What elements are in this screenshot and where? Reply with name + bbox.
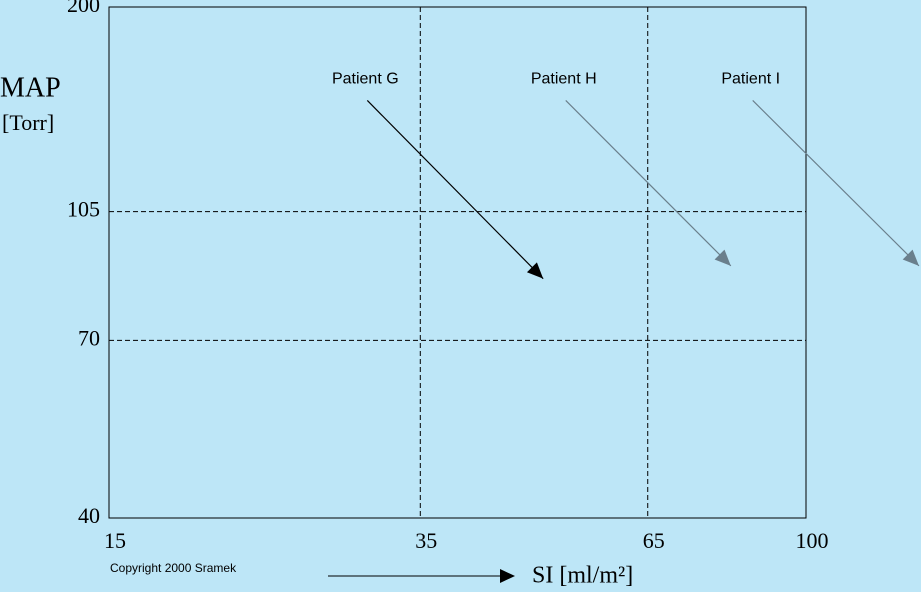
- arrowhead: [526, 262, 544, 279]
- x-tick-label: 15: [104, 528, 126, 553]
- y-axis-label: MAP: [0, 72, 61, 103]
- y-axis-unit: [Torr]: [2, 110, 54, 135]
- y-tick-label: 40: [78, 503, 100, 528]
- x-tick-label: 35: [415, 528, 437, 553]
- x-tick-label: 65: [643, 528, 665, 553]
- patient-arrow: [366, 100, 544, 280]
- x-axis-label: SI [ml/m²]: [532, 563, 633, 589]
- axis-arrowhead: [500, 569, 515, 583]
- patient-arrow: [565, 100, 732, 267]
- patient-arrow: [752, 100, 920, 267]
- series-label: Patient G: [332, 71, 399, 88]
- y-tick-label: 200: [67, 0, 100, 17]
- series-label: Patient I: [721, 71, 780, 88]
- arrowhead: [714, 249, 731, 266]
- y-tick-label: 70: [78, 325, 100, 350]
- copyright: Copyright 2000 Sramek: [110, 561, 237, 575]
- series-label: Patient H: [531, 71, 597, 88]
- x-tick-label: 100: [796, 528, 829, 553]
- arrowhead: [902, 249, 919, 266]
- y-tick-label: 105: [67, 197, 100, 222]
